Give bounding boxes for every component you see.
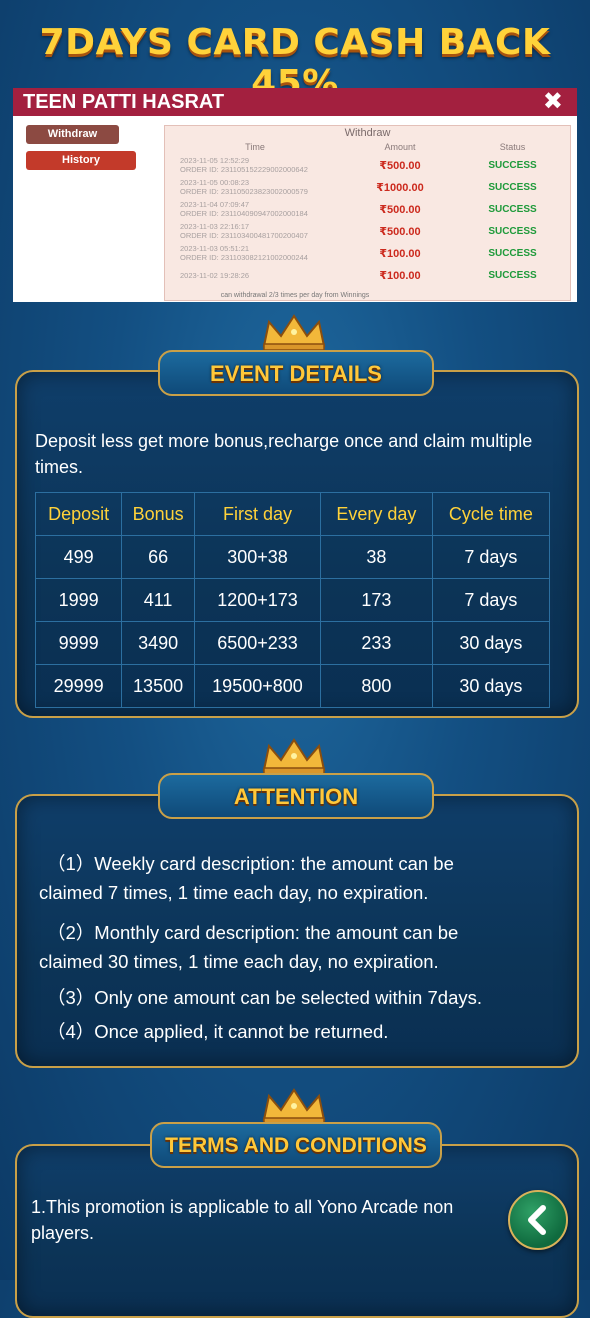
withdraw-limit-note: can withdrawal 2/3 times per day from Wi… bbox=[220, 292, 370, 299]
attention-item: （3）Only one amount can be selected withi… bbox=[47, 987, 482, 1008]
cell-bonus: 411 bbox=[121, 578, 195, 622]
cell-first-day: 19500+800 bbox=[193, 664, 322, 708]
row-status: SUCCESS bbox=[488, 225, 537, 237]
row-time: 2023-11-03 05:51:21 bbox=[180, 244, 250, 253]
cell-bonus: 13500 bbox=[121, 664, 195, 708]
row-order: ORDER ID: 231105152229002000642 bbox=[180, 165, 308, 174]
cell-every-day: 233 bbox=[320, 621, 433, 665]
cell-cycle-time: 7 days bbox=[431, 578, 551, 622]
cell-first-day: 1200+173 bbox=[193, 578, 322, 622]
back-button[interactable] bbox=[508, 1190, 568, 1250]
header-deposit: Deposit bbox=[34, 492, 123, 536]
row-status: SUCCESS bbox=[488, 247, 537, 259]
row-time: 2023-11-05 00:08:23 bbox=[180, 178, 250, 187]
cell-bonus: 66 bbox=[121, 535, 195, 579]
close-icon: ✖ bbox=[542, 88, 563, 115]
cell-every-day: 38 bbox=[320, 535, 433, 579]
cell-deposit: 29999 bbox=[34, 664, 123, 708]
cell-cycle-time: 7 days bbox=[431, 535, 551, 579]
event-details-heading: EVENT DETAILS bbox=[158, 350, 434, 396]
table-row: 2023-11-04 07:09:47 ORDER ID: 23110409094… bbox=[165, 198, 570, 220]
row-order: ORDER ID: 231104090947002000184 bbox=[180, 209, 308, 218]
attention-item: claimed 30 times, 1 time each day, no ex… bbox=[39, 951, 439, 972]
row-time: 2023-11-02 19:28:26 bbox=[180, 270, 250, 280]
col-amount: Amount bbox=[384, 142, 416, 152]
row-amount: ₹100.00 bbox=[379, 269, 421, 282]
table-header-row: Deposit Bonus First day Every day Cycle … bbox=[34, 492, 551, 536]
attention-panel: （1）Weekly card description: the amount c… bbox=[15, 794, 579, 1068]
table-row: 2023-11-02 19:28:26 ₹100.00 SUCCESS bbox=[165, 264, 570, 286]
withdraw-history-screenshot: TEEN PATTI HASRAT ✖ Withdraw History Wit… bbox=[13, 88, 577, 302]
cell-every-day: 800 bbox=[320, 664, 433, 708]
row-amount: ₹500.00 bbox=[379, 225, 421, 238]
row-amount: ₹500.00 bbox=[379, 159, 421, 172]
cell-deposit: 1999 bbox=[34, 578, 123, 622]
row-status: SUCCESS bbox=[488, 269, 537, 281]
table-row: 2023-11-03 05:51:21 ORDER ID: 23110308212… bbox=[165, 242, 570, 264]
history-tab: History bbox=[26, 151, 136, 170]
col-time: Time bbox=[245, 142, 265, 152]
page-title: 7DAYS CARD CASH BACK 45% bbox=[39, 22, 551, 104]
row-amount: ₹1000.00 bbox=[376, 181, 424, 194]
col-status: Status bbox=[499, 142, 526, 152]
row-order: ORDER ID: 231103082121002000244 bbox=[180, 253, 308, 262]
row-amount: ₹100.00 bbox=[379, 247, 421, 260]
app-name: TEEN PATTI HASRAT bbox=[23, 91, 225, 113]
cell-bonus: 3490 bbox=[121, 621, 195, 665]
cell-every-day: 173 bbox=[320, 578, 433, 622]
event-description: Deposit less get more bonus,recharge onc… bbox=[35, 431, 533, 477]
attention-heading: ATTENTION bbox=[158, 773, 434, 819]
row-order: ORDER ID: 231105023823002000579 bbox=[180, 187, 308, 196]
bonus-table: Deposit Bonus First day Every day Cycle … bbox=[34, 492, 551, 708]
row-time: 2023-11-05 12:52:29 bbox=[180, 156, 250, 165]
withdraw-table: Withdraw Time Amount Status 2023-11-05 1… bbox=[164, 125, 571, 301]
cell-first-day: 6500+233 bbox=[193, 621, 322, 665]
withdraw-table-title: Withdraw bbox=[344, 127, 391, 139]
table-row: 1999 411 1200+173 173 7 days bbox=[34, 578, 551, 622]
cell-cycle-time: 30 days bbox=[431, 621, 551, 665]
row-status: SUCCESS bbox=[488, 159, 537, 171]
event-details-panel: Deposit less get more bonus,recharge onc… bbox=[15, 370, 579, 718]
row-time: 2023-11-04 07:09:47 bbox=[180, 200, 250, 209]
withdraw-table-header: Time Amount Status bbox=[165, 141, 570, 154]
row-status: SUCCESS bbox=[488, 203, 537, 215]
app-bar: TEEN PATTI HASRAT ✖ bbox=[13, 88, 577, 116]
table-row: 499 66 300+38 38 7 days bbox=[34, 535, 551, 579]
terms-item: 1.This promotion is applicable to all Yo… bbox=[31, 1197, 454, 1217]
table-row: 9999 3490 6500+233 233 30 days bbox=[34, 621, 551, 665]
chevron-left-icon bbox=[528, 1205, 546, 1235]
table-row: 2023-11-03 22:16:17 ORDER ID: 23110340048… bbox=[165, 220, 570, 242]
header-every-day: Every day bbox=[320, 492, 433, 536]
table-row: 2023-11-05 00:08:23 ORDER ID: 23110502382… bbox=[165, 176, 570, 198]
attention-item: （4）Once applied, it cannot be returned. bbox=[47, 1021, 389, 1042]
table-row: 2023-11-05 12:52:29 ORDER ID: 23110515222… bbox=[165, 154, 570, 176]
attention-item: （1）Weekly card description: the amount c… bbox=[47, 853, 454, 874]
row-time: 2023-11-03 22:16:17 bbox=[180, 222, 250, 231]
header-cycle-time: Cycle time bbox=[431, 492, 551, 536]
cell-cycle-time: 30 days bbox=[431, 664, 551, 708]
crown-icon bbox=[262, 1088, 326, 1125]
attention-item: claimed 7 times, 1 time each day, no exp… bbox=[39, 882, 429, 903]
cell-deposit: 499 bbox=[34, 535, 123, 579]
withdraw-tab: Withdraw bbox=[26, 125, 119, 144]
table-row: 29999 13500 19500+800 800 30 days bbox=[34, 664, 551, 708]
header-first-day: First day bbox=[193, 492, 322, 536]
row-amount: ₹500.00 bbox=[379, 203, 421, 216]
crown-icon bbox=[262, 738, 326, 775]
header-bonus: Bonus bbox=[121, 492, 195, 536]
attention-item: （2）Monthly card description: the amount … bbox=[47, 922, 459, 943]
crown-icon bbox=[262, 314, 326, 351]
terms-heading: TERMS AND CONDITIONS bbox=[150, 1122, 442, 1168]
cell-deposit: 9999 bbox=[34, 621, 123, 665]
terms-item: players. bbox=[31, 1223, 95, 1243]
row-order: ORDER ID: 231103400481700200407 bbox=[180, 231, 308, 240]
terms-panel: 1.This promotion is applicable to all Yo… bbox=[15, 1144, 579, 1318]
row-status: SUCCESS bbox=[488, 181, 537, 193]
cell-first-day: 300+38 bbox=[193, 535, 322, 579]
